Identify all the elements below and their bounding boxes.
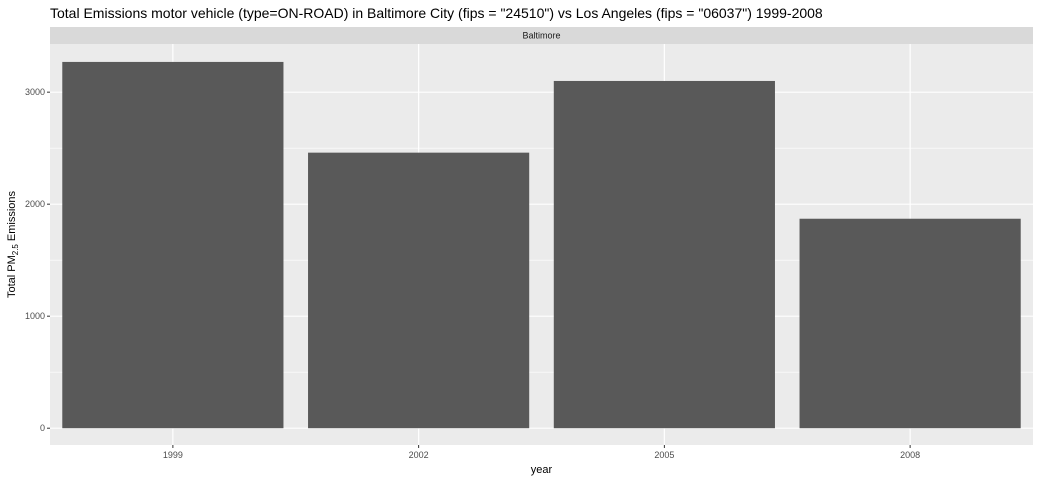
y-axis-title-suffix: Emissions xyxy=(6,190,18,244)
x-tick-label: 1999 xyxy=(163,450,183,460)
y-axis: 0 1000 2000 3000 xyxy=(25,87,50,433)
bar-2002 xyxy=(308,152,530,429)
x-axis: 1999 2002 2005 2008 xyxy=(163,445,920,460)
y-tick-label: 0 xyxy=(40,423,45,433)
bar-2008 xyxy=(799,218,1021,429)
y-axis-title-prefix: Total PM xyxy=(6,255,18,298)
chart-title: Total Emissions motor vehicle (type=ON-R… xyxy=(50,5,823,21)
facet-strip: Baltimore xyxy=(50,27,1033,44)
y-axis-title: Total PM2.5 Emissions xyxy=(6,190,20,298)
y-tick-label: 2000 xyxy=(25,199,45,209)
y-tick-label: 1000 xyxy=(25,311,45,321)
y-tick-label: 3000 xyxy=(25,87,45,97)
x-tick-label: 2002 xyxy=(409,450,429,460)
x-axis-title: year xyxy=(531,464,553,476)
x-tick-label: 2005 xyxy=(654,450,674,460)
facet-strip-background xyxy=(50,27,1033,44)
bar-2005 xyxy=(553,80,775,429)
bars xyxy=(62,61,1021,429)
bar-1999 xyxy=(62,61,284,429)
y-axis-title-subscript: 2.5 xyxy=(11,244,20,256)
x-tick-label: 2008 xyxy=(900,450,920,460)
facet-strip-label: Baltimore xyxy=(522,31,560,41)
